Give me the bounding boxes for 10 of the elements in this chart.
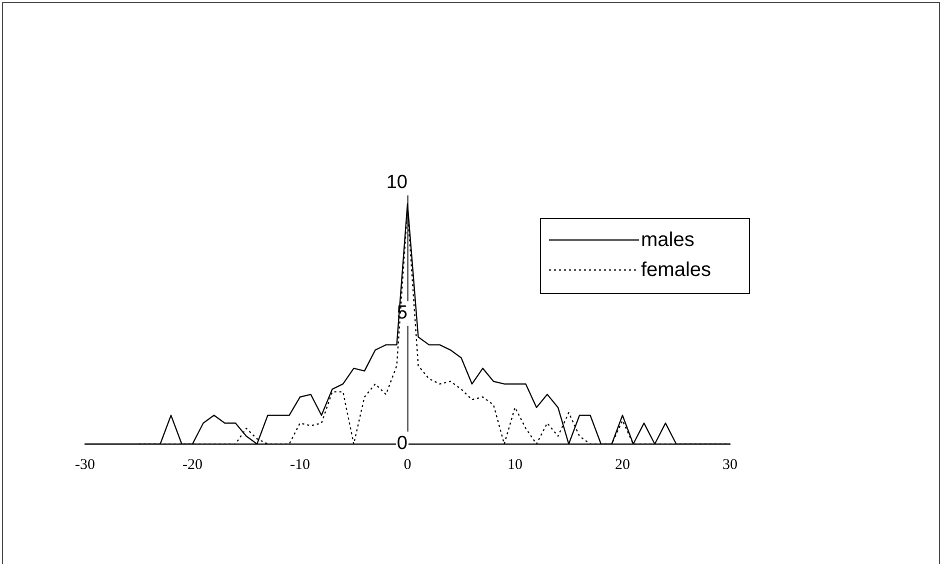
x-tick-label: 20 (615, 456, 630, 473)
x-tick-label: 10 (508, 456, 522, 473)
y-tick-label: 10 (386, 172, 408, 194)
x-tick-label: 30 (722, 456, 738, 473)
x-tick-label: -20 (182, 456, 202, 473)
legend-label: females (641, 258, 712, 282)
legend-label: males (641, 228, 694, 252)
x-tick-label: -30 (75, 456, 95, 473)
y-tick-label: 0 (396, 433, 408, 454)
x-tick-label: -10 (290, 456, 310, 473)
